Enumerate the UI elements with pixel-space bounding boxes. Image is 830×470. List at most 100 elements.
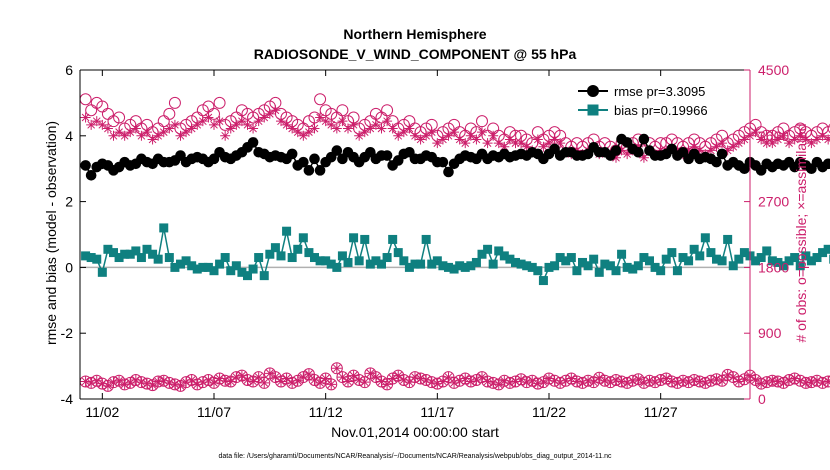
rmse-point bbox=[443, 166, 454, 178]
obs-assimilated-marker bbox=[622, 377, 633, 388]
bias-point bbox=[393, 248, 403, 258]
obs-assimilated-marker bbox=[209, 119, 219, 130]
plot-frame bbox=[79, 69, 751, 400]
bias-point bbox=[114, 253, 124, 263]
obs-assimilated-marker bbox=[398, 374, 409, 385]
obs-assimilated-marker bbox=[516, 138, 527, 149]
obs-assimilated-marker bbox=[460, 138, 471, 149]
obs-assimilated-marker bbox=[91, 116, 102, 127]
obs-assimilated-marker bbox=[689, 374, 700, 385]
obs-assimilated-marker bbox=[504, 134, 515, 145]
obs-assimilated-marker bbox=[248, 123, 259, 134]
obs-assimilated-marker bbox=[689, 141, 700, 152]
x-tick-label: 11/07 bbox=[197, 404, 231, 420]
obs-assimilated-marker bbox=[471, 134, 482, 145]
obs-possible-marker bbox=[258, 376, 271, 389]
obs-assimilated-marker bbox=[728, 141, 739, 152]
obs-assimilated-marker bbox=[197, 377, 208, 388]
bias-point bbox=[125, 249, 135, 259]
obs-assimilated-marker bbox=[521, 141, 532, 152]
obs-assimilated-marker bbox=[326, 119, 337, 130]
rmse-point bbox=[314, 165, 326, 176]
bias-point bbox=[645, 256, 654, 266]
obs-assimilated-marker bbox=[437, 376, 448, 387]
obs-assimilated-marker bbox=[700, 377, 711, 388]
bias-point bbox=[762, 246, 772, 256]
bias-point bbox=[689, 244, 699, 254]
obs-assimilated-marker bbox=[259, 377, 270, 388]
obs-assimilated-marker bbox=[119, 130, 130, 141]
obs-assimilated-marker bbox=[354, 374, 365, 385]
obs-assimilated-marker bbox=[432, 378, 443, 389]
obs-assimilated-marker bbox=[627, 375, 638, 386]
bias-point bbox=[270, 243, 280, 253]
bias-point bbox=[494, 246, 504, 256]
bias-point bbox=[767, 256, 777, 266]
obs-assimilated-marker bbox=[142, 127, 152, 138]
x-tick-label: 11/12 bbox=[309, 404, 343, 420]
legend: rmse pr=3.3095 bias pr=0.19966 bbox=[578, 84, 708, 118]
obs-assimilated-marker bbox=[772, 376, 783, 387]
bias-point bbox=[337, 251, 347, 261]
obs-assimilated-marker bbox=[186, 123, 197, 134]
obs-assimilated-marker bbox=[739, 134, 750, 145]
rmse-point bbox=[286, 148, 298, 160]
obs-assimilated-marker bbox=[181, 127, 192, 138]
obs-assimilated-marker bbox=[739, 374, 750, 385]
y-tick-label: -2 bbox=[61, 325, 74, 341]
obs-assimilated-marker bbox=[80, 376, 91, 387]
obs-assimilated-marker bbox=[683, 145, 694, 156]
obs-assimilated-marker bbox=[817, 130, 828, 141]
obs-assimilated-marker bbox=[784, 374, 795, 385]
obs-assimilated-marker bbox=[611, 152, 621, 163]
rmse-point bbox=[437, 156, 449, 168]
obs-assimilated-marker bbox=[192, 119, 203, 130]
y2-tick-label: 2700 bbox=[758, 194, 789, 210]
obs-assimilated-marker bbox=[125, 377, 136, 388]
bias-point bbox=[416, 259, 426, 269]
bias-point bbox=[566, 253, 576, 263]
x-tick-label: 11/17 bbox=[420, 404, 454, 420]
bias-point bbox=[471, 257, 481, 267]
legend-bias-label: bias pr=0.19966 bbox=[614, 103, 708, 118]
obs-assimilated-marker bbox=[493, 379, 504, 390]
obs-assimilated-marker bbox=[225, 123, 236, 134]
y-tick-label: 4 bbox=[65, 128, 73, 144]
bias-point bbox=[298, 233, 308, 243]
obs-assimilated-marker bbox=[488, 377, 499, 388]
bias-point bbox=[432, 256, 442, 266]
obs-assimilated-marker bbox=[102, 123, 113, 134]
bias-point bbox=[304, 248, 314, 258]
bias-point bbox=[801, 251, 811, 261]
bias-point bbox=[371, 256, 381, 266]
bias-point bbox=[505, 254, 515, 264]
bias-point bbox=[795, 261, 805, 271]
obs-possible-marker bbox=[330, 362, 343, 375]
obs-assimilated-marker bbox=[678, 375, 688, 386]
bias-point bbox=[148, 249, 158, 259]
bias-point bbox=[583, 261, 593, 271]
obs-assimilated-marker bbox=[86, 377, 97, 388]
bias-point bbox=[226, 266, 236, 276]
legend-rmse-label: rmse pr=3.3095 bbox=[614, 84, 705, 99]
obs-assimilated-marker bbox=[705, 145, 716, 156]
obs-assimilated-marker bbox=[705, 375, 716, 386]
bias-point bbox=[823, 244, 830, 254]
obs-assimilated-marker bbox=[164, 123, 175, 134]
obs-assimilated-marker bbox=[415, 373, 426, 384]
obs-assimilated-marker bbox=[421, 374, 432, 385]
bias-point bbox=[326, 259, 336, 269]
obs-assimilated-marker bbox=[197, 116, 208, 127]
obs-assimilated-marker bbox=[382, 379, 393, 390]
bias-point bbox=[544, 262, 554, 272]
obs-assimilated-marker bbox=[789, 373, 800, 384]
bias-point bbox=[181, 256, 191, 266]
y2-axis-label: # of obs: o=possible; ×=assimilated bbox=[793, 123, 809, 342]
obs-assimilated-marker bbox=[281, 119, 292, 130]
obs-possible-marker bbox=[163, 107, 176, 120]
obs-assimilated-marker bbox=[532, 378, 543, 389]
obs-assimilated-marker bbox=[499, 375, 510, 386]
obs-assimilated-marker bbox=[365, 368, 376, 379]
obs-assimilated-marker bbox=[303, 127, 314, 138]
bias-point bbox=[678, 253, 688, 263]
